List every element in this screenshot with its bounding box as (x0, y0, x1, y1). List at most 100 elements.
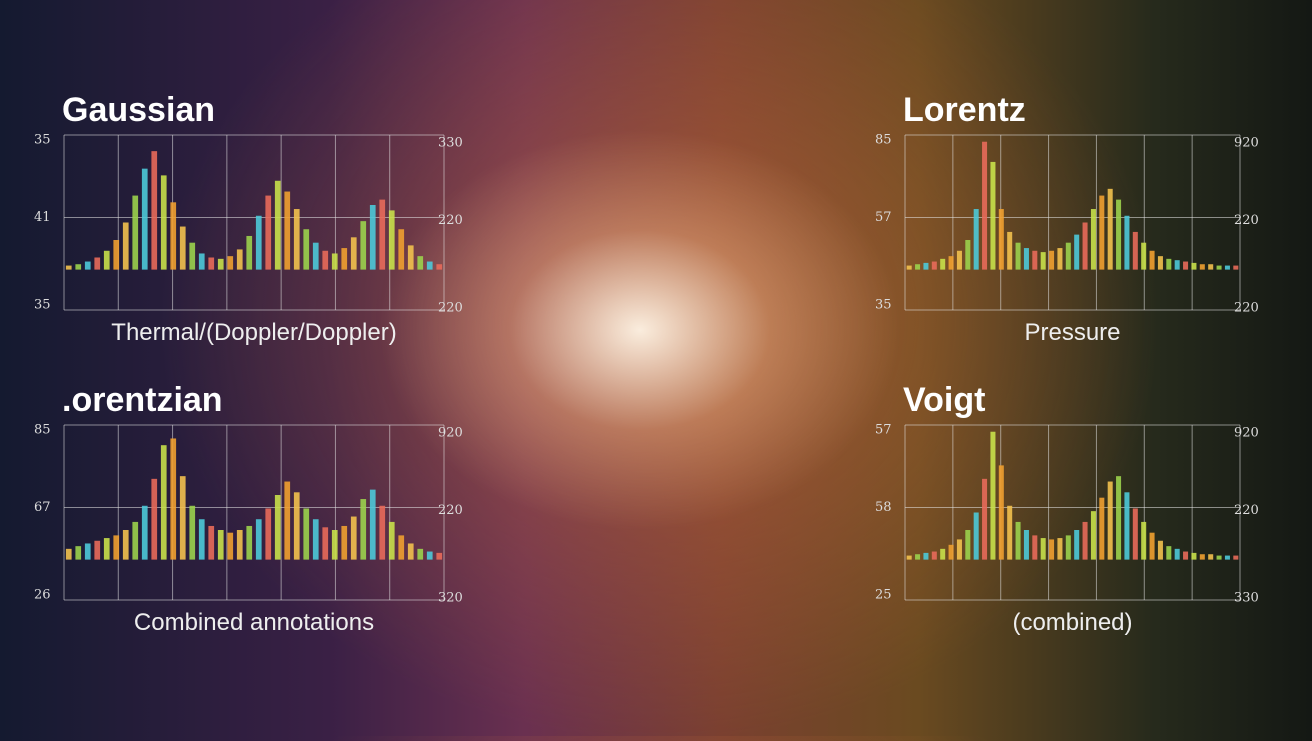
left-axis-label: 25 (875, 588, 892, 603)
bar (1233, 555, 1239, 560)
bar (284, 481, 291, 560)
bar (236, 249, 243, 270)
bar (1191, 262, 1197, 270)
bar (227, 532, 234, 560)
bar (208, 257, 215, 270)
bar (103, 538, 110, 560)
bar (906, 555, 912, 560)
bar (151, 151, 158, 270)
bar (940, 258, 946, 270)
right-axis-label: 220 (1234, 301, 1259, 316)
bar (255, 519, 262, 560)
bar (1032, 250, 1038, 270)
bar (341, 248, 348, 270)
bar (1149, 532, 1155, 560)
left-axis-label: 57 (875, 210, 892, 225)
bar (417, 548, 424, 560)
chart-title: .orentzian (62, 381, 223, 419)
bar (998, 209, 1004, 270)
bar (1132, 508, 1138, 560)
bar (255, 215, 262, 270)
bar (1082, 521, 1088, 560)
left-axis-label: 57 (875, 423, 892, 438)
bar (948, 256, 954, 270)
bar (1007, 231, 1013, 270)
bar (1015, 521, 1021, 560)
left-axis-label: 41 (34, 210, 51, 225)
bar (246, 525, 253, 560)
right-axis-label: 330 (1234, 591, 1259, 606)
bar (132, 195, 139, 270)
bar (160, 175, 167, 270)
bar (331, 530, 338, 560)
bar (217, 258, 224, 270)
bar (265, 195, 272, 270)
bar (398, 229, 405, 270)
bar (341, 525, 348, 560)
bar (75, 264, 82, 270)
bar (179, 476, 186, 560)
bar (227, 256, 234, 270)
bar (940, 548, 946, 560)
bar (1023, 248, 1029, 270)
bar (217, 530, 224, 560)
bar (436, 552, 443, 560)
bar (331, 253, 338, 270)
bar (189, 505, 196, 560)
bar (982, 141, 988, 270)
bar (1015, 242, 1021, 270)
bar (132, 521, 139, 560)
bar (1174, 260, 1180, 270)
right-axis-label: 920 (1234, 136, 1259, 151)
bar (312, 242, 319, 270)
bar (360, 499, 367, 560)
bar (170, 202, 177, 270)
bar (990, 161, 996, 270)
bar (990, 431, 996, 560)
bar (274, 495, 281, 560)
bar (417, 256, 424, 270)
bar (982, 478, 988, 560)
bar (236, 530, 243, 560)
bar (103, 250, 110, 270)
bar (94, 257, 101, 270)
bar (426, 551, 433, 560)
bar (189, 242, 196, 270)
bar (160, 445, 167, 560)
bar (956, 250, 962, 270)
bar (1124, 215, 1130, 270)
chart-title: Lorentz (903, 91, 1026, 129)
bar (388, 210, 395, 270)
right-axis-label: 320 (438, 591, 463, 606)
bar (113, 240, 120, 270)
bar (208, 525, 215, 560)
bar (407, 543, 414, 560)
bar (1141, 521, 1147, 560)
bar (350, 237, 357, 270)
bar (1124, 492, 1130, 560)
bar (1065, 242, 1071, 270)
left-axis-label: 85 (875, 133, 892, 148)
bar (84, 543, 91, 560)
bar (94, 540, 101, 560)
chart-caption: Thermal/(Doppler/Doppler) (111, 319, 396, 346)
bar (1183, 551, 1189, 560)
right-axis-label: 220 (438, 503, 463, 518)
bar (915, 554, 921, 560)
bar (1208, 554, 1214, 560)
bar (303, 229, 310, 270)
bar (293, 209, 300, 270)
bar (369, 489, 376, 560)
bar (379, 505, 386, 560)
bar (915, 264, 921, 270)
bar (956, 539, 962, 560)
bar (322, 250, 329, 270)
bar (1023, 530, 1029, 560)
bar (122, 530, 129, 560)
bar (1157, 256, 1163, 270)
bar (1216, 265, 1222, 270)
left-axis-label: 35 (34, 133, 51, 148)
bar (198, 519, 205, 560)
bar (1199, 264, 1205, 270)
bar (1224, 265, 1230, 270)
